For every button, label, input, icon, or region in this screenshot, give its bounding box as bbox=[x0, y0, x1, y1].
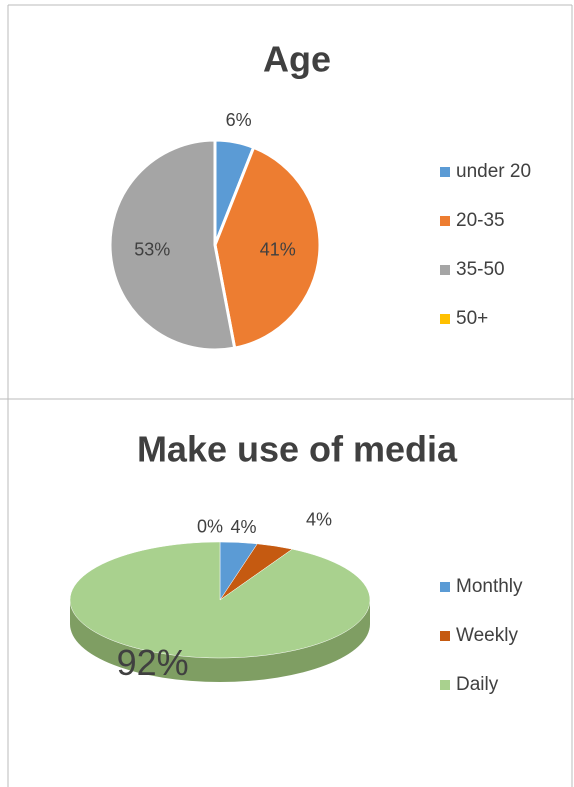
data-label: 41% bbox=[260, 240, 296, 260]
legend-marker bbox=[440, 265, 450, 275]
pie-slice bbox=[69, 541, 371, 659]
legend-label: 20-35 bbox=[456, 210, 505, 231]
chart-title: Age bbox=[263, 39, 331, 80]
legend-label: 35-50 bbox=[456, 259, 505, 280]
legend-label: Daily bbox=[456, 674, 499, 695]
chart-title: Make use of media bbox=[137, 429, 458, 470]
legend-label: 50+ bbox=[456, 308, 488, 329]
legend-label: Weekly bbox=[456, 625, 518, 646]
legend-marker bbox=[440, 680, 450, 690]
legend-marker bbox=[440, 167, 450, 177]
data-label: 6% bbox=[226, 110, 252, 130]
data-label: 0% bbox=[197, 516, 223, 536]
legend-label: under 20 bbox=[456, 161, 531, 182]
data-label: 4% bbox=[230, 517, 256, 537]
legend-marker bbox=[440, 314, 450, 324]
legend-label: Monthly bbox=[456, 576, 523, 597]
data-label: 4% bbox=[306, 509, 332, 529]
data-label: 92% bbox=[117, 642, 189, 683]
legend-marker bbox=[440, 582, 450, 592]
pie-slice bbox=[213, 145, 322, 350]
legend-marker bbox=[440, 216, 450, 226]
data-label: 53% bbox=[134, 240, 170, 260]
pie-slice bbox=[108, 138, 237, 352]
legend-marker bbox=[440, 631, 450, 641]
